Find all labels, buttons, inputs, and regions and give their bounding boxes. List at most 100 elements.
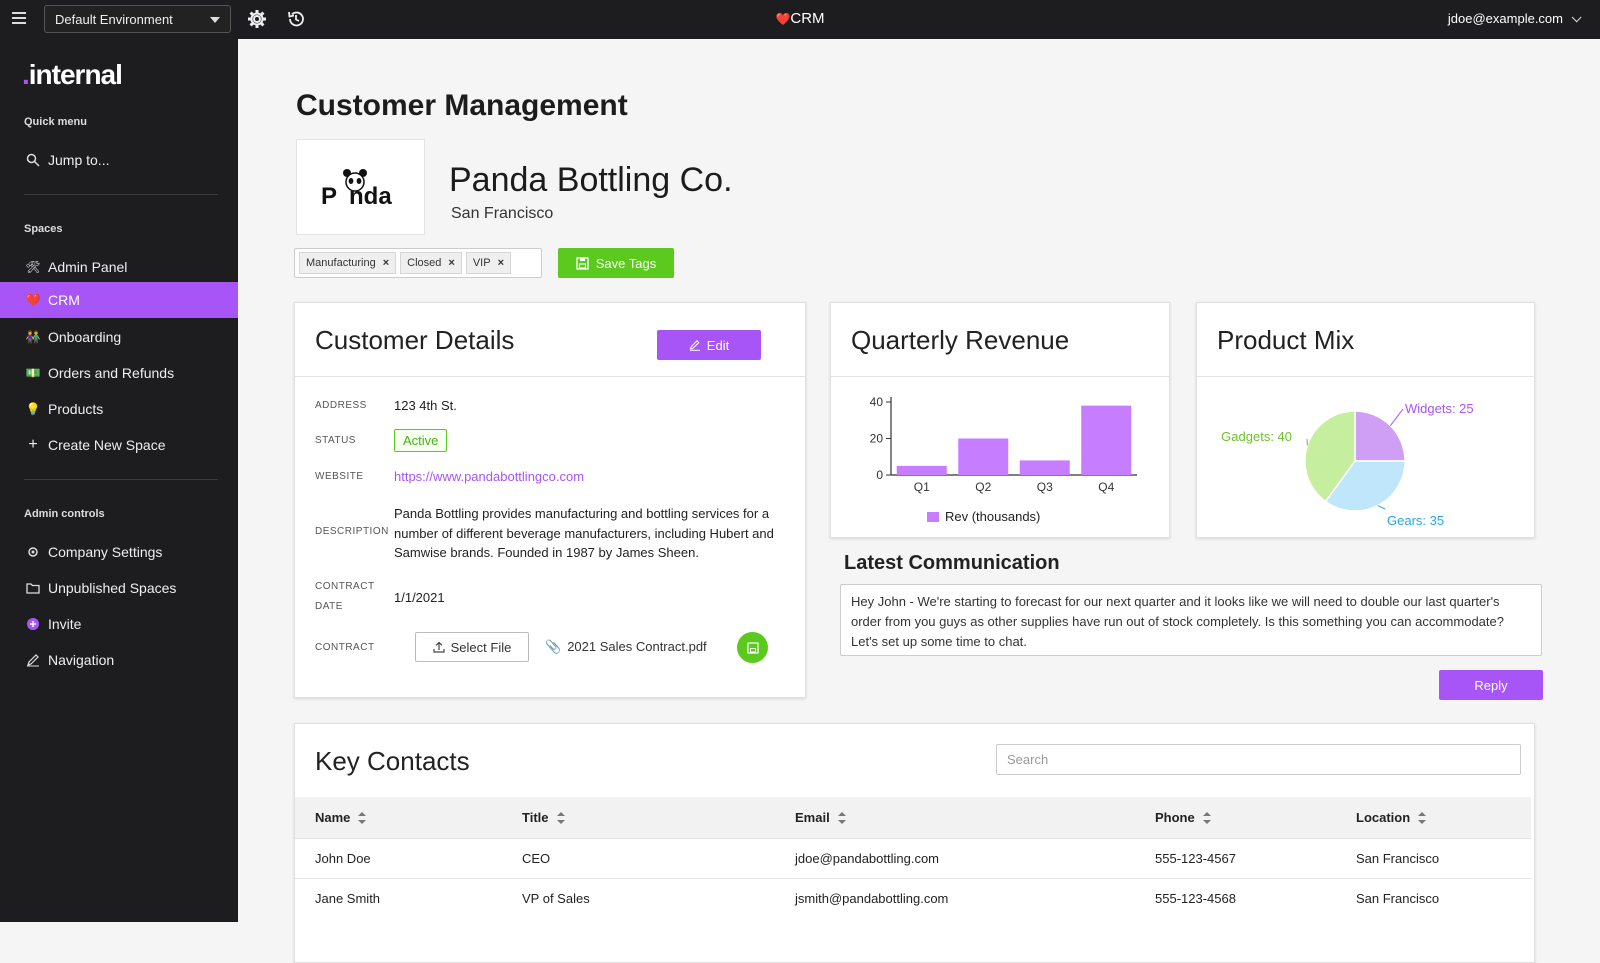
edit-label: Edit: [707, 338, 729, 353]
sidebar-item-invite[interactable]: Invite: [0, 606, 238, 642]
legend-swatch: [927, 512, 939, 522]
hamburger-menu-icon[interactable]: [12, 12, 26, 24]
customer-details-card: Customer Details Edit ADDRESS 123 4th St…: [294, 302, 806, 698]
cell-phone: 555-123-4567: [1135, 838, 1336, 878]
quick-menu-label: Quick menu: [24, 116, 87, 128]
edit-button[interactable]: Edit: [657, 330, 761, 360]
x-tick-label: Q3: [1037, 480, 1053, 494]
sidebar-item-label: Orders and Refunds: [48, 365, 174, 381]
sidebar-divider: [24, 194, 218, 195]
sidebar-item-label: Invite: [48, 616, 81, 632]
contract-date-label: CONTRACT: [315, 581, 375, 592]
sort-icon[interactable]: [1418, 812, 1426, 824]
contacts-table: Name Title Email Phone Location John Doe…: [295, 797, 1531, 918]
sidebar-item-crm[interactable]: ❤️ CRM: [0, 282, 238, 318]
cell-phone: 555-123-4568: [1135, 878, 1336, 918]
sidebar-item-label: Company Settings: [48, 544, 162, 560]
bar: [897, 466, 947, 475]
jump-to-button[interactable]: Jump to...: [0, 142, 238, 178]
chart-legend: Rev (thousands): [927, 509, 1040, 524]
user-menu[interactable]: jdoe@example.com: [1448, 11, 1578, 26]
pie-leader-line: [1378, 506, 1385, 509]
heart-icon: ❤️: [24, 293, 42, 307]
sort-icon[interactable]: [1203, 812, 1211, 824]
tag-remove-icon[interactable]: ×: [383, 257, 389, 269]
legend-label: Rev (thousands): [945, 509, 1040, 524]
pencil-icon: [689, 339, 701, 351]
select-file-label: Select File: [451, 640, 512, 655]
top-bar: Default Environment ❤️CRM jdoe@example.c…: [0, 0, 1600, 39]
website-link[interactable]: https://www.pandabottlingco.com: [394, 469, 584, 484]
contacts-search-input[interactable]: Search: [996, 744, 1521, 775]
gear-icon[interactable]: [247, 9, 267, 29]
quarterly-revenue-title: Quarterly Revenue: [851, 325, 1069, 356]
sidebar-item-admin-panel[interactable]: 🛠Admin Panel: [0, 249, 238, 285]
save-tags-button[interactable]: Save Tags: [558, 248, 674, 278]
sort-icon[interactable]: [838, 812, 846, 824]
x-tick-label: Q2: [975, 480, 991, 494]
sidebar-item-create-space[interactable]: +Create New Space: [0, 427, 238, 463]
select-file-button[interactable]: Select File: [415, 632, 529, 662]
table-header-row: Name Title Email Phone Location: [295, 797, 1531, 838]
gear-icon: [24, 545, 42, 559]
x-tick-label: Q1: [914, 480, 930, 494]
contract-date-label-2: DATE: [315, 601, 343, 612]
sidebar-item-company-settings[interactable]: Company Settings: [0, 534, 238, 570]
environment-select[interactable]: Default Environment: [44, 5, 231, 33]
sort-icon[interactable]: [557, 812, 565, 824]
sidebar-item-navigation[interactable]: Navigation: [0, 642, 238, 678]
sidebar-item-orders[interactable]: 💵Orders and Refunds: [0, 355, 238, 391]
sidebar-item-onboarding[interactable]: 👫Onboarding: [0, 319, 238, 355]
communication-textarea[interactable]: Hey John - We're starting to forecast fo…: [840, 584, 1542, 656]
pencil-icon: [24, 653, 42, 667]
column-header-phone[interactable]: Phone: [1135, 797, 1336, 838]
tags-input[interactable]: Manufacturing × Closed × VIP ×: [294, 248, 542, 278]
sort-icon[interactable]: [358, 812, 366, 824]
sidebar-item-unpublished-spaces[interactable]: Unpublished Spaces: [0, 570, 238, 606]
tag-remove-icon[interactable]: ×: [498, 257, 504, 269]
history-icon[interactable]: [286, 9, 306, 29]
tag-manufacturing: Manufacturing ×: [299, 252, 396, 274]
contract-file[interactable]: 📎2021 Sales Contract.pdf: [545, 639, 707, 655]
chevron-down-icon: [1572, 12, 1582, 22]
sidebar-item-products[interactable]: 💡Products: [0, 391, 238, 427]
company-city: San Francisco: [451, 205, 553, 223]
admin-controls-label: Admin controls: [24, 508, 105, 520]
table-row[interactable]: Jane Smith VP of Sales jsmith@pandabottl…: [295, 878, 1531, 918]
internal-logo[interactable]: .internal: [22, 59, 122, 91]
contract-date-value: 1/1/2021: [394, 590, 445, 605]
reply-button[interactable]: Reply: [1439, 670, 1543, 700]
column-header-title[interactable]: Title: [502, 797, 775, 838]
sidebar-item-label: Unpublished Spaces: [48, 580, 176, 596]
heart-icon: ❤️: [775, 12, 790, 26]
cell-title: VP of Sales: [502, 878, 775, 918]
chevron-down-icon: [210, 17, 220, 23]
sidebar-item-label: Navigation: [48, 652, 114, 668]
tag-label: VIP: [473, 257, 491, 269]
tag-label: Manufacturing: [306, 257, 376, 269]
column-header-location[interactable]: Location: [1336, 797, 1531, 838]
table-row[interactable]: John Doe CEO jdoe@pandabottling.com 555-…: [295, 838, 1531, 878]
save-file-button[interactable]: [737, 632, 768, 663]
pie-label: Gears: 35: [1387, 513, 1444, 528]
column-header-email[interactable]: Email: [775, 797, 1135, 838]
tag-label: Closed: [407, 257, 441, 269]
key-contacts-card: Key Contacts Search Name Title Email Pho…: [294, 723, 1535, 963]
plus-circle-icon: [24, 617, 42, 631]
cell-name: John Doe: [295, 838, 502, 878]
description-value: Panda Bottling provides manufacturing an…: [394, 504, 790, 563]
tag-remove-icon[interactable]: ×: [448, 257, 454, 269]
search-icon: [24, 153, 42, 167]
bar: [1081, 406, 1131, 475]
product-mix-title: Product Mix: [1217, 325, 1354, 356]
sidebar-item-label: CRM: [48, 292, 80, 308]
column-header-name[interactable]: Name: [295, 797, 502, 838]
cell-name: Jane Smith: [295, 878, 502, 918]
page-title: Customer Management: [296, 89, 628, 123]
card-divider: [295, 376, 805, 377]
